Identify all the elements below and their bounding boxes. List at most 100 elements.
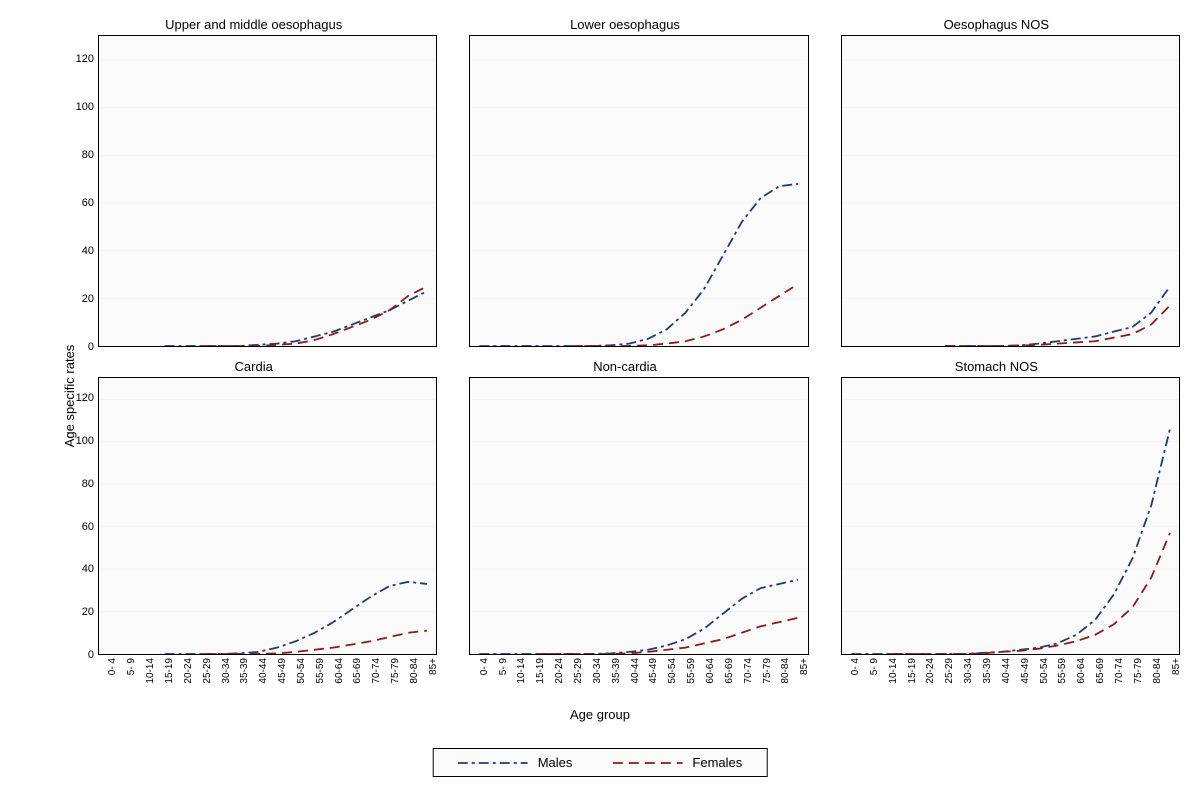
x-tick-row: 0- 45- 910-1415-1920-2425-2930-3435-3940…	[469, 655, 808, 695]
y-tick-label: 40	[70, 245, 94, 257]
plot-wrap	[813, 35, 1180, 347]
y-tick-label: 80	[70, 478, 94, 490]
plot-svg	[842, 378, 1179, 654]
x-tick-label: 75-79	[762, 658, 773, 684]
series-line-males	[480, 184, 799, 346]
x-tick-label: 10-14	[516, 658, 527, 684]
x-tick-label: 0- 4	[107, 658, 118, 675]
plot-area	[469, 35, 808, 347]
y-tick-label: 60	[70, 521, 94, 533]
x-tick-label: 25-29	[573, 658, 584, 684]
x-tick-row	[98, 347, 437, 353]
y-tick-label: 20	[70, 606, 94, 618]
x-tick-label: 45-49	[1020, 658, 1031, 684]
panel-title: Oesophagus NOS	[813, 15, 1180, 35]
x-tick-label: 40-44	[630, 658, 641, 684]
legend-item-females: Females	[612, 755, 742, 770]
x-tick-label: 50-54	[296, 658, 307, 684]
plot-area	[98, 35, 437, 347]
x-axis-label: Age group	[570, 707, 630, 722]
x-tick-label: 45-49	[648, 658, 659, 684]
y-tick-label: 100	[70, 101, 94, 113]
x-tick-label: 30-34	[963, 658, 974, 684]
x-tick-label: 30-34	[592, 658, 603, 684]
x-tick-label: 60-64	[334, 658, 345, 684]
y-tick-label: 0	[70, 341, 94, 353]
plot-svg	[842, 36, 1179, 346]
x-tick-label: 20-24	[554, 658, 565, 684]
x-tick-label: 85+	[799, 658, 810, 675]
x-tick-label: 85+	[1171, 658, 1182, 675]
series-line-females	[573, 284, 798, 346]
x-tick-label: 25-29	[944, 658, 955, 684]
x-tick-label: 40-44	[258, 658, 269, 684]
x-tick-label: 70-74	[743, 658, 754, 684]
series-line-males	[945, 286, 1170, 346]
x-tick-label: 65-69	[1095, 658, 1106, 684]
plot-area	[469, 377, 808, 655]
x-tick-row	[469, 347, 808, 353]
figure-container: Age specific rates Upper and middle oeso…	[10, 10, 1190, 782]
y-tick-label: 20	[70, 293, 94, 305]
y-tick-column	[813, 377, 841, 655]
x-tick-label: 15-19	[164, 658, 175, 684]
x-tick-label: 0- 4	[479, 658, 490, 675]
x-tick-label: 10-14	[145, 658, 156, 684]
legend-line-icon	[458, 756, 528, 770]
series-line-males	[851, 429, 1170, 654]
y-tick-label: 0	[70, 649, 94, 661]
y-tick-column	[441, 35, 469, 347]
series-line-males	[480, 580, 799, 654]
x-tick-label: 80-84	[409, 658, 420, 684]
x-tick-label: 75-79	[390, 658, 401, 684]
x-tick-label: 25-29	[202, 658, 213, 684]
panel-title: Cardia	[70, 357, 437, 377]
panel-title: Lower oesophagus	[441, 15, 808, 35]
x-tick-label: 60-64	[705, 658, 716, 684]
x-tick-label: 5- 9	[869, 658, 880, 675]
chart-panel: Cardia 0 20 40 60 80 100 120 0- 4 5- 9 10-14 15-19 2…	[70, 357, 437, 695]
x-tick-label: 65-69	[352, 658, 363, 684]
x-tick-label: 10-14	[888, 658, 899, 684]
x-tick-label: 50-54	[1039, 658, 1050, 684]
y-tick-label: 120	[70, 53, 94, 65]
series-line-females	[536, 618, 798, 654]
panel-title: Upper and middle oesophagus	[70, 15, 437, 35]
plot-wrap: 020406080100120	[70, 377, 437, 655]
y-tick-label: 100	[70, 435, 94, 447]
y-tick-column	[441, 377, 469, 655]
plot-area	[841, 377, 1180, 655]
x-tick-label: 30-34	[221, 658, 232, 684]
y-tick-label: 80	[70, 149, 94, 161]
series-line-males	[165, 291, 427, 346]
legend-item-males: Males	[458, 755, 573, 770]
x-tick-label: 5- 9	[126, 658, 137, 675]
x-tick-label: 60-64	[1076, 658, 1087, 684]
x-tick-label: 65-69	[724, 658, 735, 684]
y-tick-column: 020406080100120	[70, 377, 98, 655]
y-tick-label: 120	[70, 392, 94, 404]
x-tick-row	[841, 347, 1180, 353]
series-line-males	[165, 582, 427, 654]
x-tick-label: 70-74	[1114, 658, 1125, 684]
y-tick-column: 020406080100120	[70, 35, 98, 347]
x-tick-label: 35-39	[239, 658, 250, 684]
plot-wrap	[813, 377, 1180, 655]
x-tick-label: 85+	[428, 658, 439, 675]
chart-panel: Oesophagus NOS	[813, 15, 1180, 353]
x-tick-label: 0- 4	[850, 658, 861, 675]
plot-svg	[99, 378, 436, 654]
plot-wrap	[441, 377, 808, 655]
x-tick-label: 75-79	[1133, 658, 1144, 684]
chart-panel: Lower oesophagus	[441, 15, 808, 353]
series-line-females	[889, 533, 1170, 654]
chart-panel: Upper and middle oesophagus0204060801001…	[70, 15, 437, 353]
plot-wrap	[441, 35, 808, 347]
x-tick-label: 15-19	[907, 658, 918, 684]
y-tick-label: 40	[70, 563, 94, 575]
panel-grid: Upper and middle oesophagus 0 20 40 60 80 100 1…	[70, 15, 1180, 695]
plot-wrap: 020406080100120	[70, 35, 437, 347]
legend: Males Females	[433, 748, 768, 777]
x-tick-label: 45-49	[277, 658, 288, 684]
x-tick-label: 55-59	[315, 658, 326, 684]
